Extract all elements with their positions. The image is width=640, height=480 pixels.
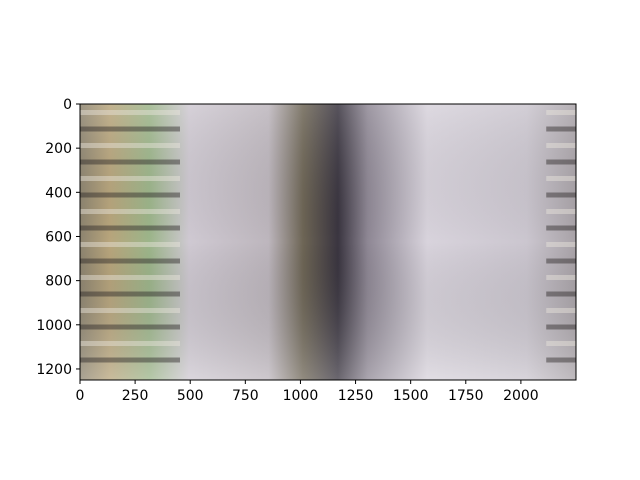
y-tick-label: 1200 xyxy=(36,362,72,378)
texture-stripe xyxy=(546,341,576,346)
texture-stripe xyxy=(80,258,180,264)
texture-stripe xyxy=(80,324,180,330)
x-tick-label: 250 xyxy=(122,388,149,404)
texture-stripe xyxy=(80,126,180,132)
y-tick-label: 600 xyxy=(45,229,72,245)
x-tick-label: 1750 xyxy=(448,388,484,404)
y-tick-label: 400 xyxy=(45,185,72,201)
x-tick-label: 1250 xyxy=(338,388,374,404)
texture-stripe xyxy=(546,159,576,165)
texture-stripe xyxy=(80,308,180,313)
texture-stripe xyxy=(546,275,576,280)
x-tick-label: 2000 xyxy=(503,388,539,404)
texture-stripe xyxy=(80,159,180,165)
texture-stripe xyxy=(80,110,180,115)
x-axis: 0 250 500 750 1000 1250 1500 1750 2000 xyxy=(76,380,539,404)
texture-stripe xyxy=(80,192,180,198)
y-axis: 0 200 400 600 800 1000 1200 xyxy=(36,97,80,378)
x-tick-label: 750 xyxy=(232,388,259,404)
x-tick-label: 1000 xyxy=(283,388,319,404)
texture-stripe xyxy=(80,225,180,231)
y-tick-label: 0 xyxy=(63,97,72,113)
texture-stripe xyxy=(546,242,576,247)
texture-stripe xyxy=(546,324,576,330)
texture-stripe xyxy=(546,143,576,148)
y-tick-label: 800 xyxy=(45,274,72,290)
texture-stripe xyxy=(546,258,576,264)
y-tick-label: 200 xyxy=(45,141,72,157)
plot-frame xyxy=(79,103,577,381)
texture-stripe xyxy=(80,209,180,214)
y-tick-label: 1000 xyxy=(36,318,72,334)
x-tick-label: 1500 xyxy=(393,388,429,404)
texture-stripe xyxy=(546,126,576,132)
texture-stripe xyxy=(546,209,576,214)
texture-stripe xyxy=(80,357,180,363)
x-tick-label: 0 xyxy=(76,388,85,404)
texture-stripe xyxy=(546,110,576,115)
heatmap-image xyxy=(80,104,576,380)
x-tick-label: 500 xyxy=(177,388,204,404)
texture-stripe xyxy=(546,192,576,198)
texture-stripe xyxy=(546,225,576,231)
texture-stripe xyxy=(80,291,180,297)
texture-stripe xyxy=(546,176,576,181)
texture-stripe xyxy=(80,176,180,181)
texture-stripe xyxy=(546,357,576,363)
texture-stripe xyxy=(80,242,180,247)
texture-stripe xyxy=(80,143,180,148)
texture-stripe xyxy=(546,291,576,297)
texture-stripe xyxy=(80,341,180,346)
texture-stripe xyxy=(80,275,180,280)
texture-stripe xyxy=(546,308,576,313)
